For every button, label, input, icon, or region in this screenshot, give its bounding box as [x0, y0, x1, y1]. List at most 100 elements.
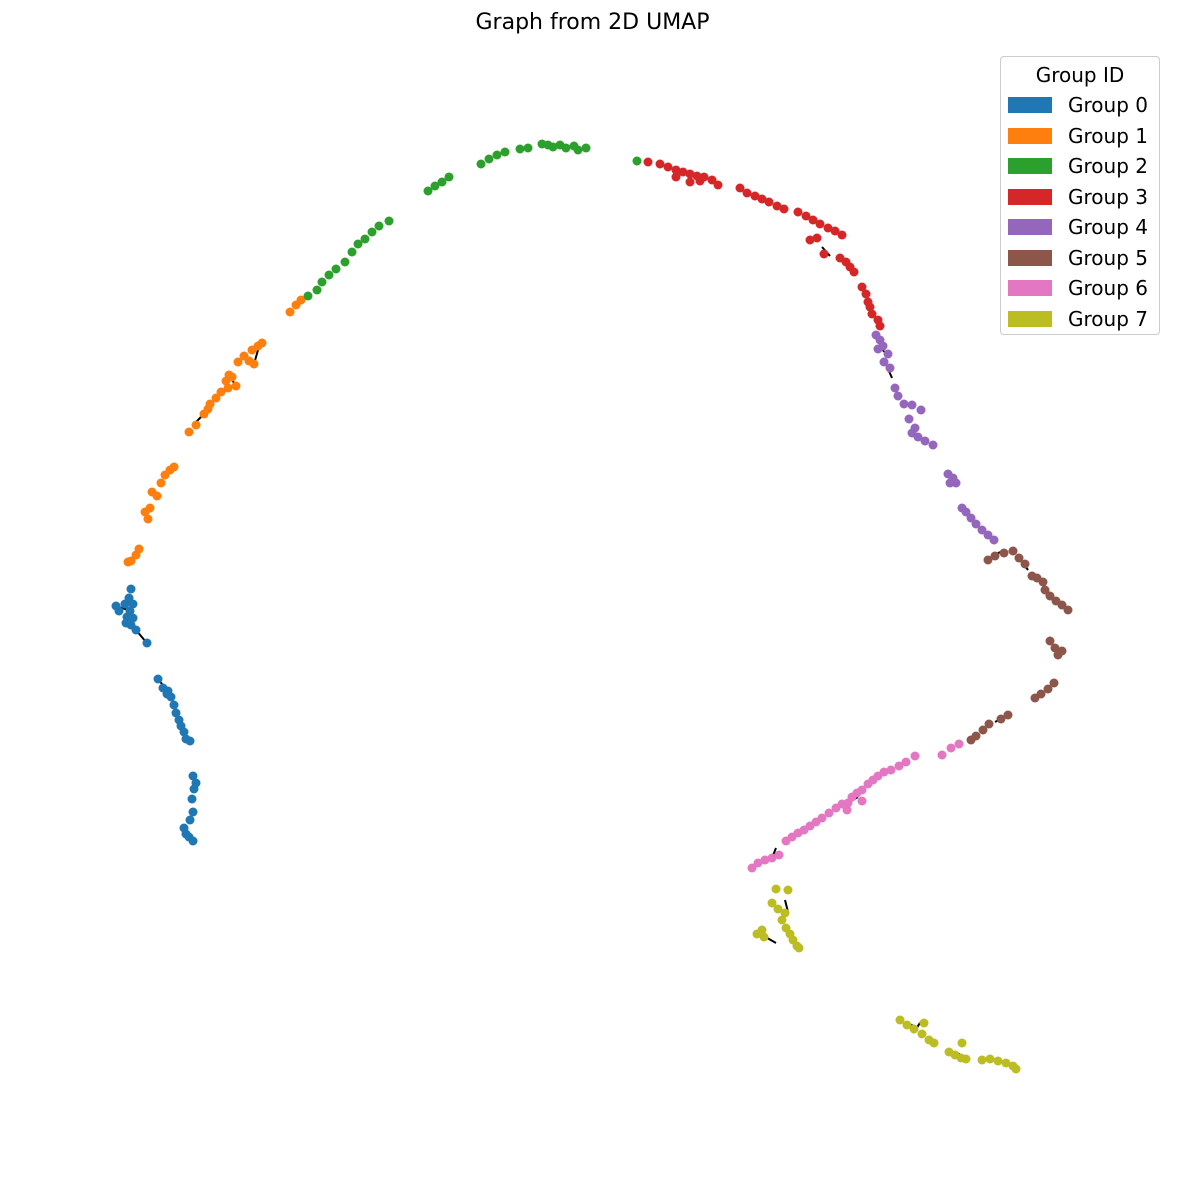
data-point: [713, 180, 723, 190]
data-point: [671, 172, 681, 182]
data-point: [808, 215, 818, 225]
data-point: [977, 1055, 987, 1065]
data-point: [961, 507, 971, 517]
data-point: [191, 420, 201, 430]
data-point: [340, 257, 350, 267]
data-point: [920, 436, 930, 446]
data-point: [849, 267, 859, 277]
data-point: [760, 855, 770, 865]
data-point: [128, 613, 138, 623]
data-point: [573, 145, 583, 155]
data-point: [919, 1018, 929, 1028]
data-point: [678, 167, 688, 177]
data-point: [857, 282, 867, 292]
data-point: [824, 808, 834, 818]
data-point: [909, 1024, 919, 1034]
data-point: [430, 181, 440, 191]
data-point: [819, 249, 829, 259]
data-point: [831, 803, 841, 813]
data-point: [857, 796, 867, 806]
data-point: [894, 761, 904, 771]
data-point: [773, 904, 783, 914]
data-point: [123, 557, 133, 567]
data-point: [126, 584, 136, 594]
series-group-2: [303, 139, 642, 301]
data-point: [317, 277, 327, 287]
data-point: [929, 1038, 939, 1048]
data-point: [777, 915, 787, 925]
data-point: [324, 270, 334, 280]
data-point: [910, 751, 920, 761]
data-point: [883, 349, 893, 359]
data-point: [374, 221, 384, 231]
legend: Group ID Group 0 Group 1 Group 2 Group 3 Gro…: [1000, 56, 1160, 335]
data-point: [188, 807, 198, 817]
data-point: [1003, 710, 1013, 720]
data-point: [996, 714, 1006, 724]
data-point: [1043, 684, 1053, 694]
data-point: [312, 285, 322, 295]
series-group-0: [111, 584, 201, 846]
legend-swatch: [1008, 158, 1052, 174]
data-point: [928, 440, 938, 450]
data-point: [961, 1054, 971, 1064]
points-layer: [111, 139, 1073, 1074]
data-point: [476, 159, 486, 169]
data-point: [685, 169, 695, 179]
data-point: [867, 309, 877, 319]
data-point: [781, 836, 791, 846]
data-point: [771, 884, 781, 894]
data-point: [1001, 1058, 1011, 1068]
data-point: [954, 739, 964, 749]
data-point: [205, 399, 215, 409]
series-group-3: [643, 157, 885, 331]
data-point: [978, 725, 988, 735]
data-point: [913, 432, 923, 442]
data-point: [990, 551, 1000, 561]
data-point: [946, 743, 956, 753]
data-point: [185, 815, 195, 825]
data-point: [772, 201, 782, 211]
data-point: [815, 219, 825, 229]
data-point: [830, 226, 840, 236]
data-point: [1057, 646, 1067, 656]
data-point: [233, 357, 243, 367]
data-point: [128, 599, 138, 609]
data-point: [131, 625, 141, 635]
data-point: [707, 175, 717, 185]
legend-item: Group 6: [1008, 276, 1148, 300]
data-point: [360, 234, 370, 244]
legend-item: Group 0: [1008, 93, 1148, 117]
data-point: [837, 230, 847, 240]
data-point: [890, 383, 900, 393]
data-point: [184, 427, 194, 437]
legend-label: Group 3: [1068, 184, 1148, 209]
data-point: [1030, 693, 1040, 703]
data-point: [223, 383, 233, 393]
data-point: [917, 1029, 927, 1039]
data-point: [1050, 643, 1060, 653]
data-point: [823, 223, 833, 233]
data-point: [153, 674, 163, 684]
data-point: [561, 143, 571, 153]
legend-swatch: [1008, 280, 1052, 296]
series-group-7: [752, 884, 1021, 1074]
legend-label: Group 5: [1068, 245, 1148, 270]
data-point: [523, 143, 533, 153]
data-point: [767, 898, 777, 908]
data-point: [384, 216, 394, 226]
data-point: [162, 689, 172, 699]
data-point: [747, 863, 757, 873]
data-point: [156, 478, 166, 488]
data-point: [805, 235, 815, 245]
data-point: [753, 858, 763, 868]
series-group-1: [123, 295, 306, 567]
legend-swatch: [1008, 127, 1052, 144]
data-point: [257, 338, 267, 348]
data-point: [794, 943, 804, 953]
data-point: [885, 363, 895, 373]
data-point: [444, 172, 454, 182]
data-point: [750, 191, 760, 201]
data-point: [643, 157, 653, 167]
data-point: [221, 376, 231, 386]
